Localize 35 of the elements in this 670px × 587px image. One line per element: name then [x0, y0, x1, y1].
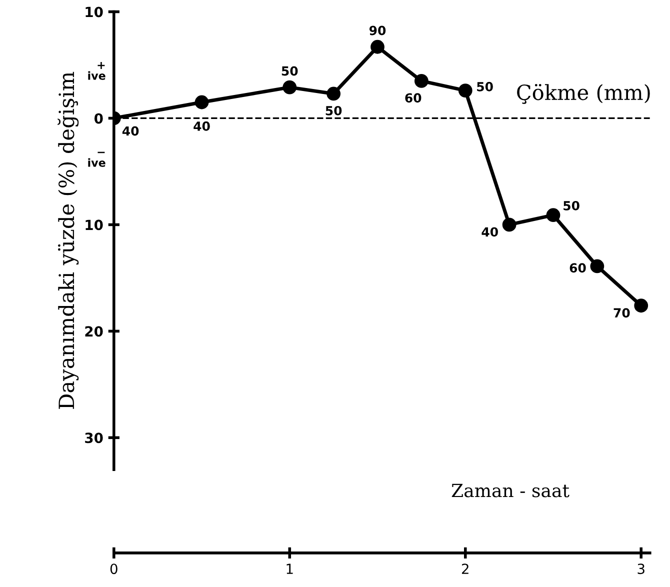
point	[326, 86, 341, 101]
x-tick-label: 2	[462, 564, 468, 574]
annotation: Çökme (mm)	[517, 84, 650, 104]
point	[458, 84, 472, 98]
annotation: 90	[369, 26, 386, 36]
annotation: 40	[482, 227, 498, 237]
point	[546, 208, 560, 222]
x-tick-label: 1	[286, 564, 293, 574]
point	[634, 298, 648, 313]
y-tick-label: 0	[94, 113, 103, 124]
y-tick-label: 10	[86, 220, 103, 230]
annotation: 50	[326, 106, 342, 116]
x-tick-label: 0	[110, 564, 118, 574]
annotation: 60	[570, 263, 586, 273]
y-tick-label: 10	[86, 6, 103, 18]
point	[502, 218, 516, 232]
text: + ive	[88, 62, 106, 80]
point	[370, 40, 384, 54]
annotation: 40	[194, 121, 210, 131]
annotation: 50	[477, 82, 493, 92]
point	[414, 74, 428, 88]
annotation: 50	[564, 200, 580, 210]
point	[590, 259, 604, 274]
y-axis-title: Dayanımdaki yüzde (%) değişim	[58, 72, 79, 409]
text: − ive	[88, 152, 106, 167]
annotation: 60	[405, 93, 422, 103]
annotation: 50	[282, 66, 298, 76]
y-tick-label: 30	[85, 432, 103, 444]
point	[282, 80, 297, 94]
x-axis-title: Zaman - saat	[452, 484, 570, 498]
annotation: 40	[122, 126, 139, 136]
x-tick-label: 3	[638, 564, 644, 574]
y-tick-label: 20	[85, 326, 103, 337]
annotation: 70	[614, 308, 630, 318]
point	[194, 95, 209, 110]
